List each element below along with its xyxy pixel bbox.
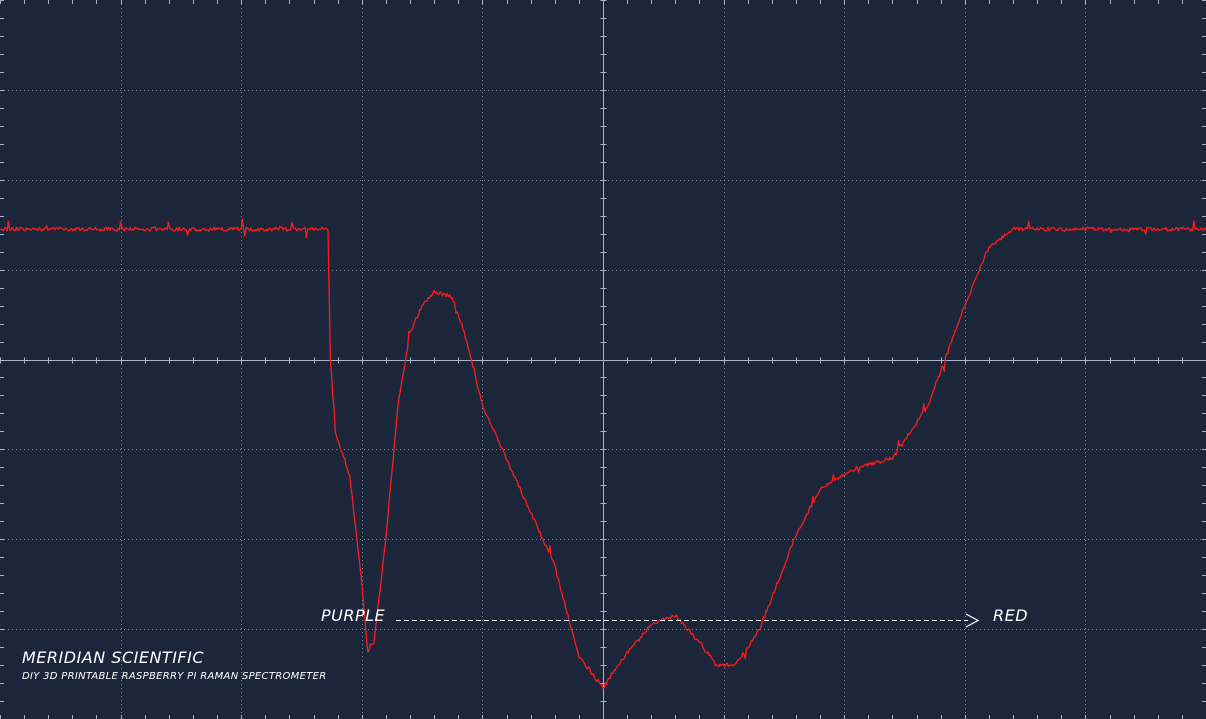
arrow-head-icon bbox=[965, 613, 980, 628]
wavelength-arrow bbox=[396, 613, 980, 628]
purple-label: PURPLE bbox=[321, 606, 386, 625]
spectrum-line bbox=[0, 218, 1206, 689]
brand-title: MERIDIAN SCIENTIFIC bbox=[22, 648, 204, 667]
spectrum-trace bbox=[0, 218, 1206, 689]
red-label: RED bbox=[993, 606, 1029, 625]
brand-subtitle: DIY 3D PRINTABLE RASPBERRY PI RAMAN SPEC… bbox=[22, 671, 327, 682]
